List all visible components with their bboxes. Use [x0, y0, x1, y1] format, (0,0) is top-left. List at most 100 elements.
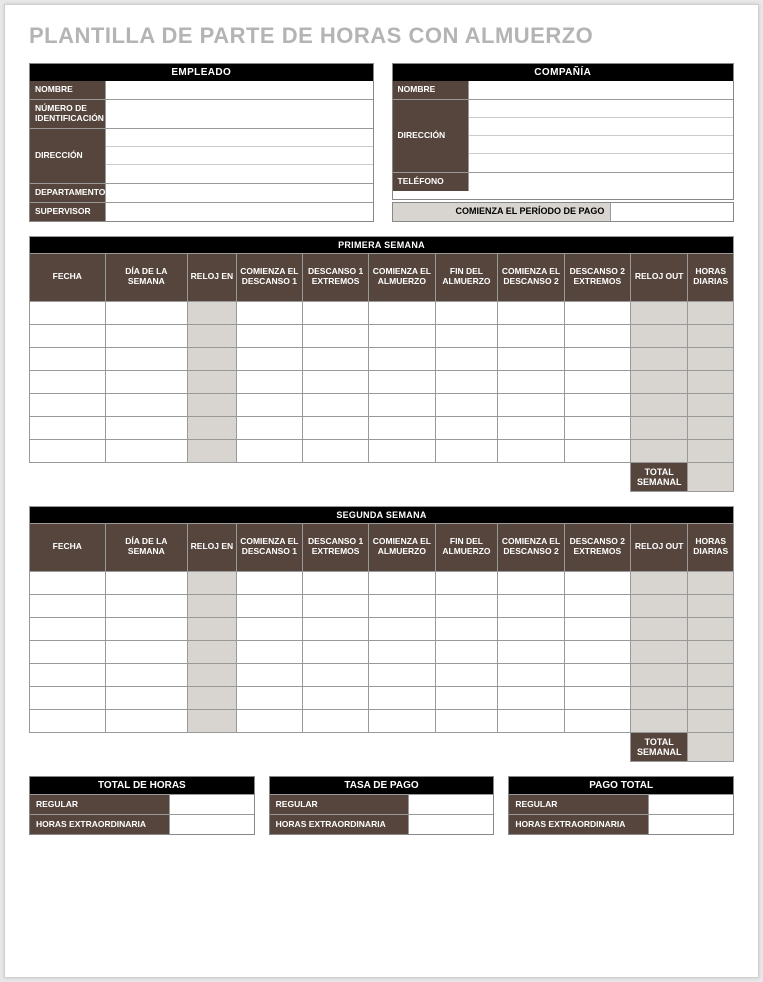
week1-cell[interactable] — [688, 393, 734, 416]
week1-cell[interactable] — [564, 347, 630, 370]
week2-cell[interactable] — [105, 709, 188, 732]
week1-cell[interactable] — [564, 439, 630, 462]
week1-cell[interactable] — [105, 347, 188, 370]
footer-item-value[interactable] — [648, 795, 733, 814]
week2-cell[interactable] — [369, 709, 435, 732]
week1-cell[interactable] — [564, 324, 630, 347]
week2-cell[interactable] — [435, 571, 498, 594]
week2-cell[interactable] — [630, 663, 688, 686]
week1-cell[interactable] — [688, 301, 734, 324]
week1-cell[interactable] — [188, 347, 237, 370]
week2-cell[interactable] — [188, 663, 237, 686]
week2-total-value[interactable] — [688, 732, 734, 761]
employee-value[interactable] — [106, 165, 373, 183]
employee-value[interactable] — [106, 81, 373, 99]
week1-cell[interactable] — [369, 324, 435, 347]
week2-cell[interactable] — [435, 709, 498, 732]
week1-cell[interactable] — [30, 416, 106, 439]
week2-cell[interactable] — [236, 594, 302, 617]
week2-cell[interactable] — [498, 686, 564, 709]
week2-cell[interactable] — [498, 594, 564, 617]
week2-cell[interactable] — [105, 686, 188, 709]
week2-cell[interactable] — [105, 594, 188, 617]
week2-cell[interactable] — [188, 594, 237, 617]
employee-value[interactable] — [106, 203, 373, 221]
week1-cell[interactable] — [302, 324, 368, 347]
week2-cell[interactable] — [688, 571, 734, 594]
week1-cell[interactable] — [688, 439, 734, 462]
employee-value[interactable] — [106, 184, 373, 202]
week1-cell[interactable] — [236, 416, 302, 439]
week2-cell[interactable] — [564, 617, 630, 640]
week2-cell[interactable] — [105, 617, 188, 640]
week2-cell[interactable] — [188, 686, 237, 709]
week2-cell[interactable] — [369, 640, 435, 663]
week1-cell[interactable] — [369, 370, 435, 393]
week1-cell[interactable] — [105, 439, 188, 462]
week1-cell[interactable] — [236, 393, 302, 416]
week1-cell[interactable] — [498, 324, 564, 347]
week1-cell[interactable] — [630, 324, 688, 347]
week2-cell[interactable] — [564, 663, 630, 686]
week2-cell[interactable] — [435, 617, 498, 640]
week1-cell[interactable] — [564, 393, 630, 416]
week2-cell[interactable] — [688, 594, 734, 617]
week2-cell[interactable] — [236, 709, 302, 732]
week1-cell[interactable] — [105, 324, 188, 347]
week2-cell[interactable] — [30, 663, 106, 686]
week1-cell[interactable] — [498, 301, 564, 324]
week1-cell[interactable] — [236, 370, 302, 393]
week2-cell[interactable] — [369, 594, 435, 617]
week2-cell[interactable] — [630, 640, 688, 663]
week2-cell[interactable] — [688, 709, 734, 732]
week1-cell[interactable] — [188, 393, 237, 416]
company-value[interactable] — [469, 136, 734, 154]
footer-item-value[interactable] — [408, 795, 493, 814]
week1-cell[interactable] — [630, 393, 688, 416]
week2-cell[interactable] — [688, 663, 734, 686]
week1-cell[interactable] — [498, 439, 564, 462]
week1-cell[interactable] — [188, 416, 237, 439]
week2-cell[interactable] — [105, 663, 188, 686]
week2-cell[interactable] — [435, 640, 498, 663]
week1-cell[interactable] — [435, 301, 498, 324]
week1-cell[interactable] — [630, 416, 688, 439]
footer-item-value[interactable] — [408, 815, 493, 834]
week2-cell[interactable] — [564, 709, 630, 732]
week2-cell[interactable] — [564, 686, 630, 709]
week1-cell[interactable] — [564, 370, 630, 393]
week2-cell[interactable] — [105, 571, 188, 594]
week1-cell[interactable] — [236, 301, 302, 324]
company-value[interactable] — [469, 100, 734, 118]
week2-cell[interactable] — [688, 686, 734, 709]
week2-cell[interactable] — [236, 617, 302, 640]
week2-cell[interactable] — [188, 640, 237, 663]
week1-cell[interactable] — [302, 416, 368, 439]
week2-cell[interactable] — [236, 571, 302, 594]
week1-cell[interactable] — [188, 324, 237, 347]
week1-cell[interactable] — [369, 347, 435, 370]
week1-cell[interactable] — [435, 393, 498, 416]
week2-cell[interactable] — [369, 663, 435, 686]
week2-cell[interactable] — [302, 617, 368, 640]
week2-cell[interactable] — [302, 571, 368, 594]
week1-cell[interactable] — [435, 347, 498, 370]
week1-cell[interactable] — [302, 370, 368, 393]
week2-cell[interactable] — [630, 686, 688, 709]
week2-cell[interactable] — [630, 709, 688, 732]
week1-cell[interactable] — [30, 393, 106, 416]
week2-cell[interactable] — [498, 571, 564, 594]
week2-cell[interactable] — [435, 663, 498, 686]
week1-cell[interactable] — [369, 416, 435, 439]
week2-cell[interactable] — [236, 640, 302, 663]
employee-value[interactable] — [106, 129, 373, 147]
week2-cell[interactable] — [498, 709, 564, 732]
week1-cell[interactable] — [105, 393, 188, 416]
week2-cell[interactable] — [564, 594, 630, 617]
week2-cell[interactable] — [498, 617, 564, 640]
week2-cell[interactable] — [498, 640, 564, 663]
week2-cell[interactable] — [435, 594, 498, 617]
week1-cell[interactable] — [188, 370, 237, 393]
week2-cell[interactable] — [302, 640, 368, 663]
week1-cell[interactable] — [105, 370, 188, 393]
